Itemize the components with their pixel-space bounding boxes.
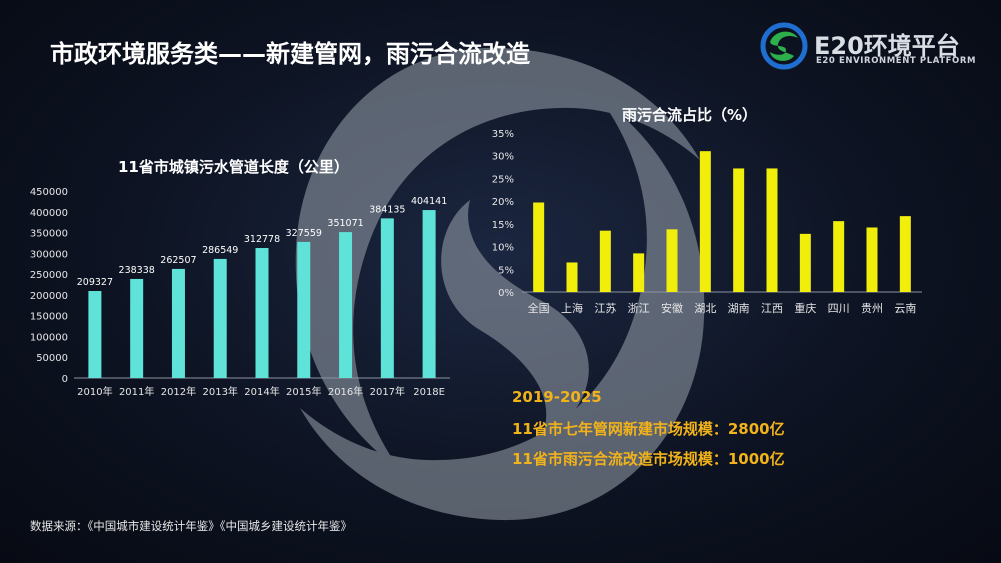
bar-data-label: 384135 — [369, 204, 405, 215]
bar-data-label: 262507 — [160, 255, 196, 266]
y-tick-label: 35% — [492, 129, 514, 140]
bar-data-label: 327559 — [286, 228, 322, 239]
right-chart-title: 雨污合流占比（%） — [622, 106, 758, 124]
x-tick-label: 湖南 — [728, 302, 750, 315]
x-tick-label: 2016年 — [328, 385, 363, 398]
x-tick-label: 江西 — [761, 302, 783, 315]
x-tick-label: 安徽 — [661, 301, 683, 315]
ratio-bar — [533, 202, 545, 292]
pipeline-bar — [297, 241, 311, 378]
y-tick-label: 10% — [492, 243, 514, 254]
pipeline-bar — [339, 232, 353, 378]
y-tick-label: 300000 — [30, 249, 68, 260]
brand-logo: E20环境平台 E20 ENVIRONMENT PLATFORM — [760, 22, 980, 72]
bar-data-label: 209327 — [77, 277, 113, 288]
y-tick-label: 250000 — [30, 270, 68, 281]
y-tick-label: 20% — [492, 197, 514, 208]
note-renovation-market: 11省市雨污合流改造市场规模：1000亿 — [512, 450, 785, 468]
bar-data-label: 312778 — [244, 234, 280, 245]
bar-data-label: 351071 — [327, 218, 363, 229]
x-tick-label: 2018E — [413, 387, 445, 398]
ratio-bar — [866, 227, 878, 292]
y-tick-label: 200000 — [30, 291, 68, 302]
y-tick-label: 25% — [492, 174, 514, 185]
y-tick-label: 400000 — [30, 208, 68, 219]
x-tick-label: 2014年 — [244, 385, 279, 398]
note-period: 2019-2025 — [512, 388, 602, 406]
ratio-bar — [699, 151, 711, 292]
y-tick-label: 450000 — [30, 187, 68, 198]
y-tick-label: 30% — [492, 152, 514, 163]
y-tick-label: 100000 — [30, 332, 68, 343]
bar-data-label: 404141 — [411, 196, 447, 207]
pipeline-bar — [380, 218, 394, 378]
y-tick-label: 15% — [492, 220, 514, 231]
x-tick-label: 全国 — [528, 301, 550, 315]
x-tick-label: 上海 — [561, 301, 583, 315]
ratio-bar — [666, 229, 678, 292]
x-tick-label: 四川 — [828, 302, 850, 315]
bar-data-label: 238338 — [119, 265, 155, 276]
logo-subtitle: E20 ENVIRONMENT PLATFORM — [816, 56, 977, 66]
x-tick-label: 浙江 — [628, 302, 650, 315]
y-tick-label: 50000 — [36, 353, 68, 364]
y-tick-label: 150000 — [30, 312, 68, 323]
x-tick-label: 2011年 — [119, 385, 154, 398]
y-tick-label: 350000 — [30, 229, 68, 240]
y-tick-label: 5% — [498, 265, 514, 276]
ratio-bar — [633, 253, 645, 292]
pipeline-bar — [171, 268, 185, 378]
x-tick-label: 贵州 — [861, 302, 883, 315]
note-new-pipeline-market: 11省市七年管网新建市场规模：2800亿 — [512, 420, 785, 438]
ratio-bar — [899, 216, 911, 292]
pipeline-bar — [213, 258, 227, 378]
pipeline-bar — [88, 291, 102, 378]
ratio-bar — [833, 221, 845, 292]
pipeline-bar — [130, 278, 144, 378]
ratio-bar — [599, 230, 611, 292]
ratio-bar — [566, 262, 578, 292]
x-tick-label: 湖北 — [694, 302, 716, 315]
e20-swirl-logo-icon — [760, 22, 808, 70]
x-tick-label: 2012年 — [161, 385, 196, 398]
ratio-bar — [733, 168, 745, 292]
x-tick-label: 重庆 — [794, 301, 816, 315]
x-tick-label: 2015年 — [286, 385, 321, 398]
left-chart-title: 11省市城镇污水管道长度（公里） — [118, 158, 349, 176]
bar-data-label: 286549 — [202, 245, 238, 256]
x-tick-label: 2010年 — [77, 385, 112, 398]
logo-brand-text: E20环境平台 — [814, 32, 960, 60]
y-tick-label: 0% — [498, 288, 514, 299]
ratio-bar — [799, 233, 811, 292]
x-tick-label: 2017年 — [370, 385, 405, 398]
x-tick-label: 2013年 — [202, 385, 237, 398]
y-tick-label: 0 — [62, 374, 68, 385]
data-source: 数据来源：《中国城市建设统计年鉴》《中国城乡建设统计年鉴》 — [30, 519, 352, 533]
page-title: 市政环境服务类——新建管网，雨污合流改造 — [50, 40, 530, 68]
x-tick-label: 云南 — [894, 302, 916, 315]
pipeline-bar — [422, 210, 436, 378]
pipeline-bar — [255, 248, 269, 378]
x-tick-label: 江苏 — [594, 302, 616, 315]
ratio-bar — [766, 168, 778, 292]
